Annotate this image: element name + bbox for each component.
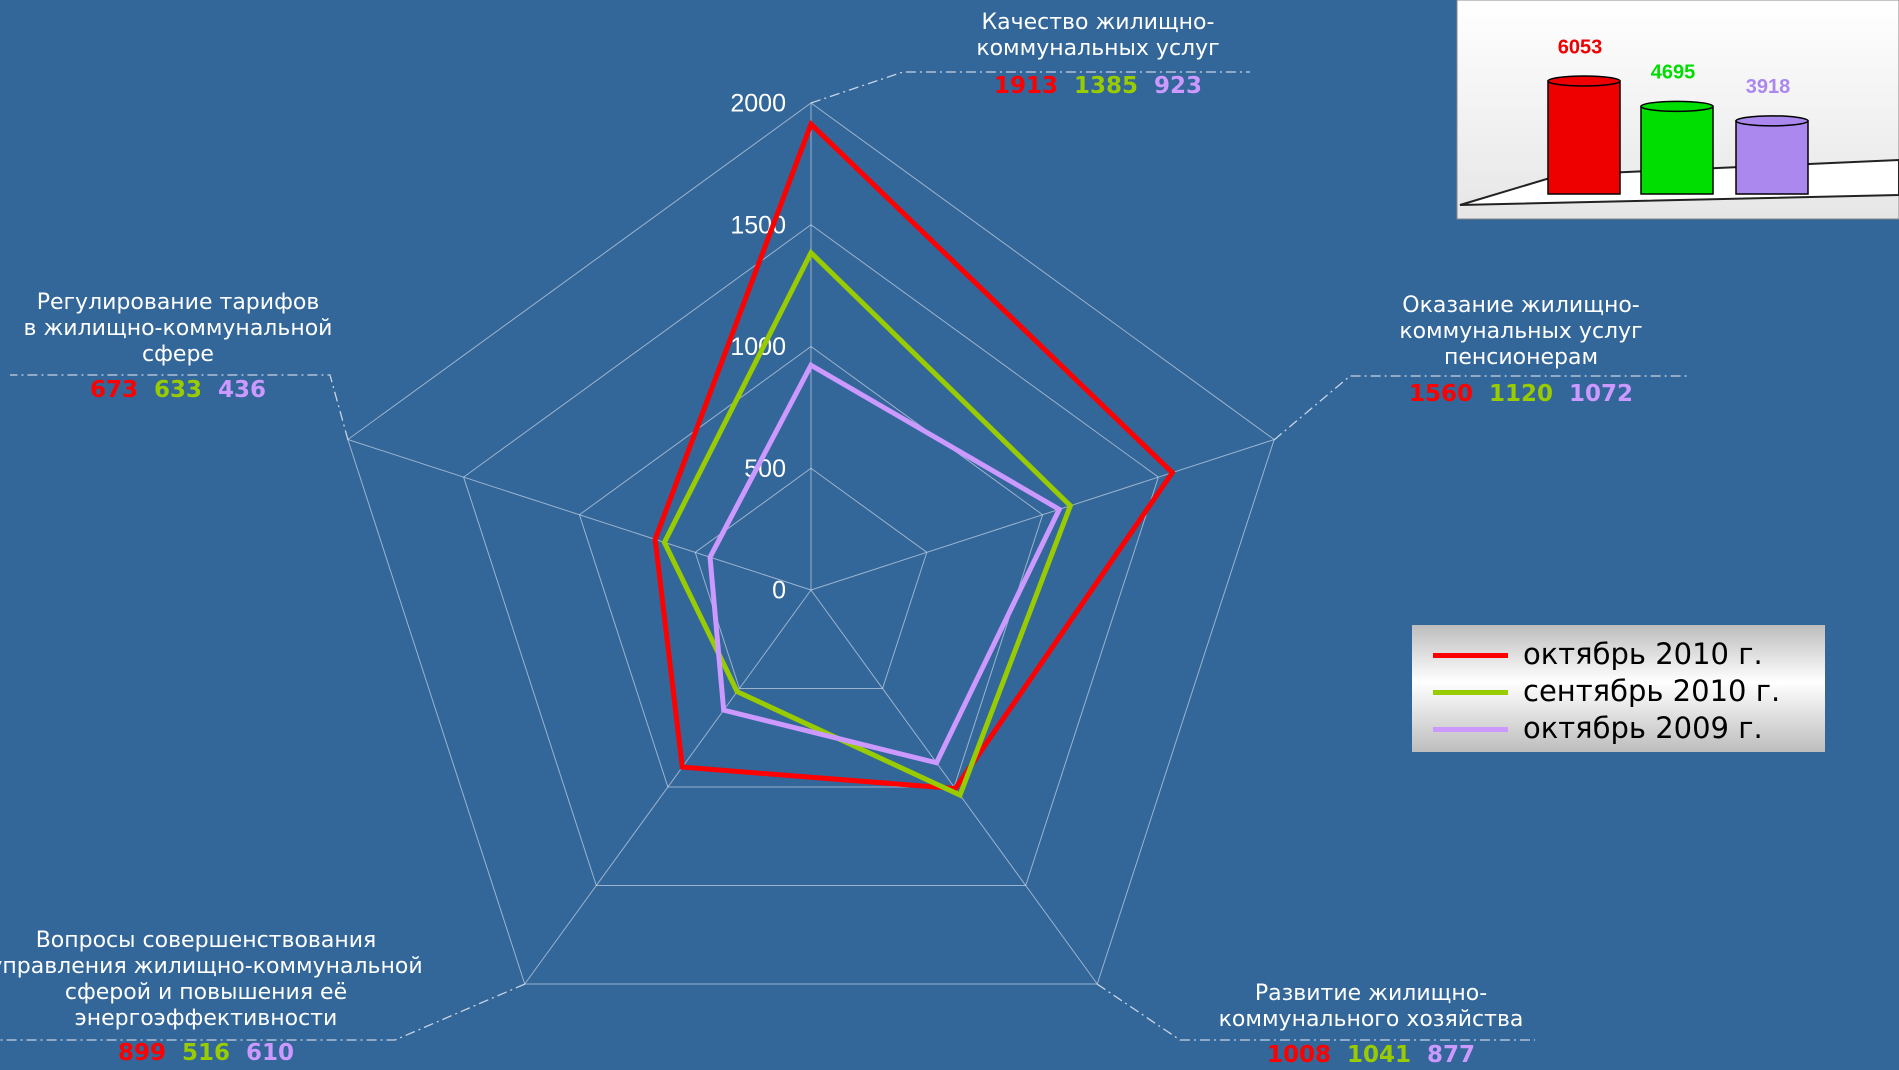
legend-label: октябрь 2010 г. bbox=[1523, 637, 1763, 671]
value-labels: 899 516 610 bbox=[110, 1040, 302, 1066]
value-label: 877 bbox=[1427, 1042, 1476, 1068]
series-line bbox=[652, 119, 1176, 792]
value-label: 1913 bbox=[993, 73, 1058, 99]
category-label: Развитие жилищно- коммунального хозяйств… bbox=[1218, 981, 1524, 1032]
value-label: 923 bbox=[1154, 73, 1203, 99]
legend-swatch bbox=[1433, 727, 1508, 732]
grid-ring bbox=[694, 467, 928, 689]
value-label: 1072 bbox=[1569, 381, 1634, 407]
bar-top bbox=[1735, 115, 1809, 127]
grid-ring bbox=[578, 345, 1044, 788]
value-label: 610 bbox=[246, 1040, 295, 1066]
value-labels: 1913 1385 923 bbox=[986, 73, 1210, 99]
legend: октябрь 2010 г. сентябрь 2010 г. октябрь 2… bbox=[1412, 625, 1825, 752]
value-label: 899 bbox=[117, 1040, 166, 1066]
value-labels: 1008 1041 877 bbox=[1259, 1042, 1483, 1068]
bar bbox=[1640, 105, 1714, 195]
tick-label: 0 bbox=[772, 577, 786, 605]
value-label: 633 bbox=[153, 377, 203, 403]
leader-lines bbox=[0, 71, 1690, 1041]
value-label: 1041 bbox=[1346, 1042, 1412, 1068]
bar-value-label: 3918 bbox=[1746, 76, 1791, 98]
category-label: Оказание жилищно- коммунальных услуг пен… bbox=[1399, 293, 1643, 370]
value-label: 436 bbox=[218, 377, 267, 403]
value-label: 673 bbox=[89, 377, 138, 403]
bar-top bbox=[1640, 100, 1714, 113]
grid-ring bbox=[347, 102, 1275, 985]
grid-ring bbox=[463, 224, 1159, 886]
legend-swatch bbox=[1433, 690, 1508, 695]
series-line bbox=[707, 361, 1063, 766]
value-label: 1560 bbox=[1408, 381, 1473, 407]
bar bbox=[1735, 120, 1809, 195]
bar bbox=[1547, 80, 1621, 195]
value-label: 1385 bbox=[1073, 73, 1139, 99]
legend-label: сентябрь 2010 г. bbox=[1523, 674, 1781, 708]
legend-swatch bbox=[1433, 653, 1508, 658]
value-label: 516 bbox=[181, 1040, 231, 1066]
bar-top bbox=[1547, 75, 1621, 87]
bar-value-label: 4695 bbox=[1651, 62, 1696, 84]
value-labels: 1560 1120 1072 bbox=[1401, 381, 1641, 407]
value-label: 1120 bbox=[1488, 381, 1554, 407]
value-label: 1008 bbox=[1266, 1042, 1331, 1068]
legend-label: октябрь 2009 г. bbox=[1523, 711, 1763, 745]
category-label: Вопросы совершенствования управления жил… bbox=[0, 928, 423, 1031]
tick-label: 2000 bbox=[730, 90, 786, 118]
value-labels: 673 633 436 bbox=[82, 377, 274, 403]
category-label: Качество жилищно- коммунальных услуг bbox=[976, 10, 1220, 61]
category-label: Регулирование тарифов в жилищно-коммунал… bbox=[23, 290, 333, 367]
bar-value-label: 6053 bbox=[1558, 36, 1603, 58]
